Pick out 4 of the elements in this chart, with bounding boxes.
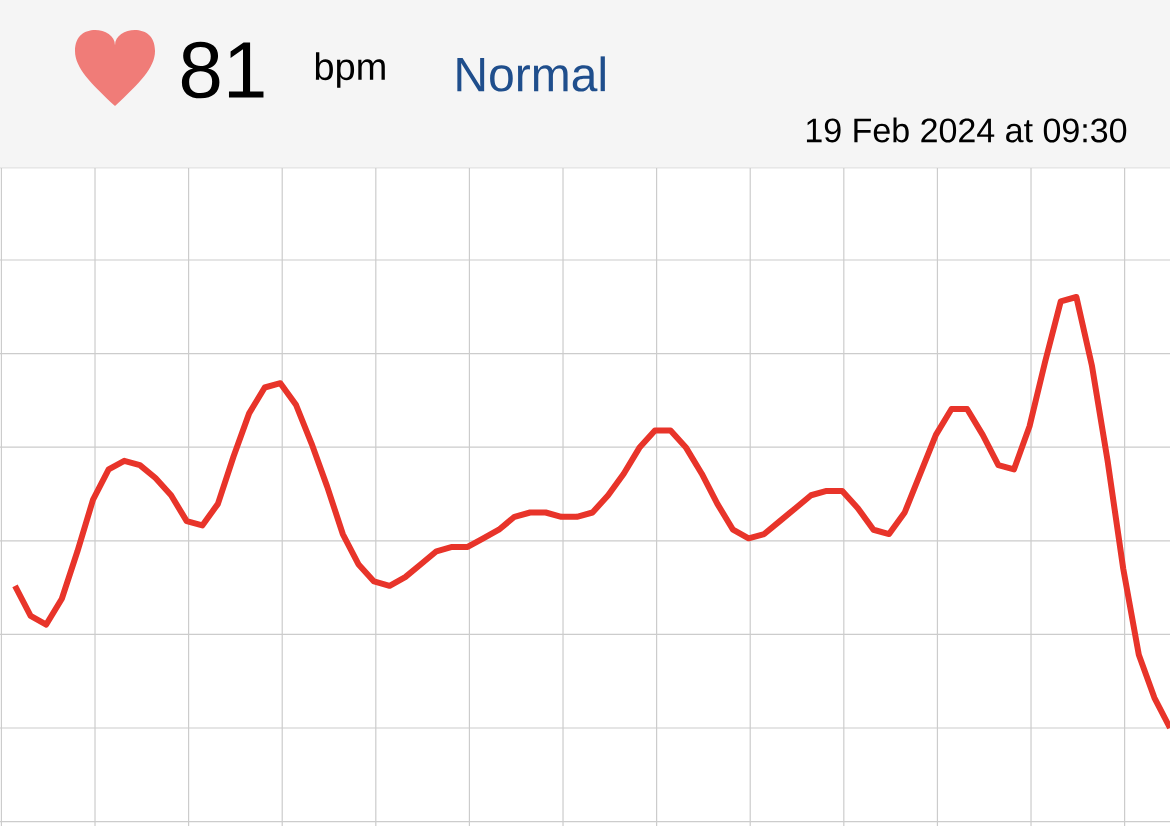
- text: 81: [181, 41, 264, 99]
- text: Normal: [457, 56, 605, 92]
- text: 19 Feb 2024 at 09:30: [806, 117, 1127, 143]
- text: bpm: [315, 52, 385, 88]
